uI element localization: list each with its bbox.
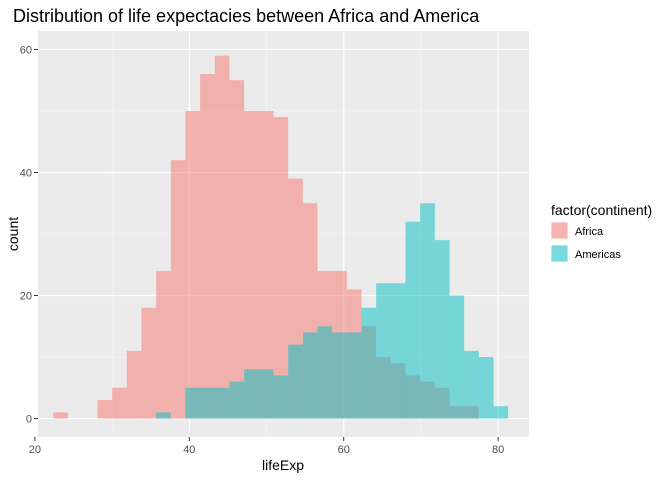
histogram-bar-americas — [273, 375, 289, 419]
histogram-bar-africa — [273, 117, 289, 419]
x-tick-label: 20 — [29, 444, 41, 456]
histogram-bar-africa — [53, 412, 69, 419]
histogram-bar-americas — [405, 221, 421, 419]
histogram-bars — [53, 55, 509, 419]
y-tick-label: 60 — [20, 44, 32, 56]
histogram-bar-americas — [185, 387, 201, 419]
histogram-bar-americas — [361, 307, 377, 419]
legend-label-americas: Americas — [575, 249, 621, 261]
histogram-bar-americas — [434, 240, 450, 419]
histogram-bar-americas — [214, 387, 230, 419]
x-tick-label: 60 — [338, 444, 350, 456]
histogram-bar-americas — [317, 326, 333, 419]
histogram-bar-africa — [200, 74, 215, 419]
legend-label-africa: Africa — [575, 226, 604, 238]
histogram-bar-africa — [170, 160, 186, 419]
histogram-bar-americas — [302, 332, 318, 419]
histogram-bar-americas — [229, 381, 245, 419]
histogram-bar-americas — [390, 283, 406, 419]
histogram-bar-americas — [478, 357, 494, 419]
histogram-bar-africa — [141, 307, 157, 419]
histogram-bar-africa — [244, 110, 259, 419]
histogram-bar-africa — [185, 110, 201, 419]
chart-title: Distribution of life expectacies between… — [13, 6, 480, 26]
histogram-bar-americas — [156, 412, 171, 419]
histogram-bar-africa — [156, 270, 171, 419]
histogram-bar-africa — [112, 387, 127, 419]
histogram-bar-americas — [449, 295, 465, 419]
y-axis-title: count — [5, 217, 21, 251]
histogram-bar-americas — [346, 332, 362, 419]
y-axis: 0 20 40 60 — [20, 44, 38, 426]
histogram-bar-africa — [126, 350, 142, 419]
legend-swatch-africa — [551, 222, 568, 239]
legend-title: factor(continent) — [551, 202, 652, 218]
histogram-bar-americas — [258, 369, 274, 419]
legend: factor(continent) Africa Americas — [551, 202, 652, 262]
y-tick-label: 20 — [20, 291, 32, 303]
x-axis-title: lifeExp — [262, 457, 304, 473]
histogram-bar-americas — [200, 387, 215, 419]
histogram-bar-americas — [244, 369, 259, 419]
histogram-bar-africa — [214, 55, 230, 419]
histogram-bar-americas — [288, 344, 303, 419]
histogram-bar-americas — [464, 350, 479, 419]
y-tick-label: 0 — [26, 414, 32, 426]
y-tick-label: 40 — [20, 167, 32, 179]
histogram-bar-africa — [258, 110, 274, 419]
histogram-bar-africa — [97, 400, 113, 419]
x-tick-label: 40 — [183, 444, 195, 456]
series-americas — [156, 203, 509, 419]
histogram-bar-americas — [493, 406, 509, 419]
histogram-bar-africa — [229, 80, 245, 419]
x-axis: 20 40 60 80 — [29, 437, 504, 456]
histogram-bar-americas — [332, 332, 347, 419]
histogram-bar-americas — [420, 203, 435, 419]
x-tick-label: 80 — [492, 444, 504, 456]
histogram-bar-americas — [376, 283, 391, 419]
legend-swatch-americas — [551, 245, 568, 262]
